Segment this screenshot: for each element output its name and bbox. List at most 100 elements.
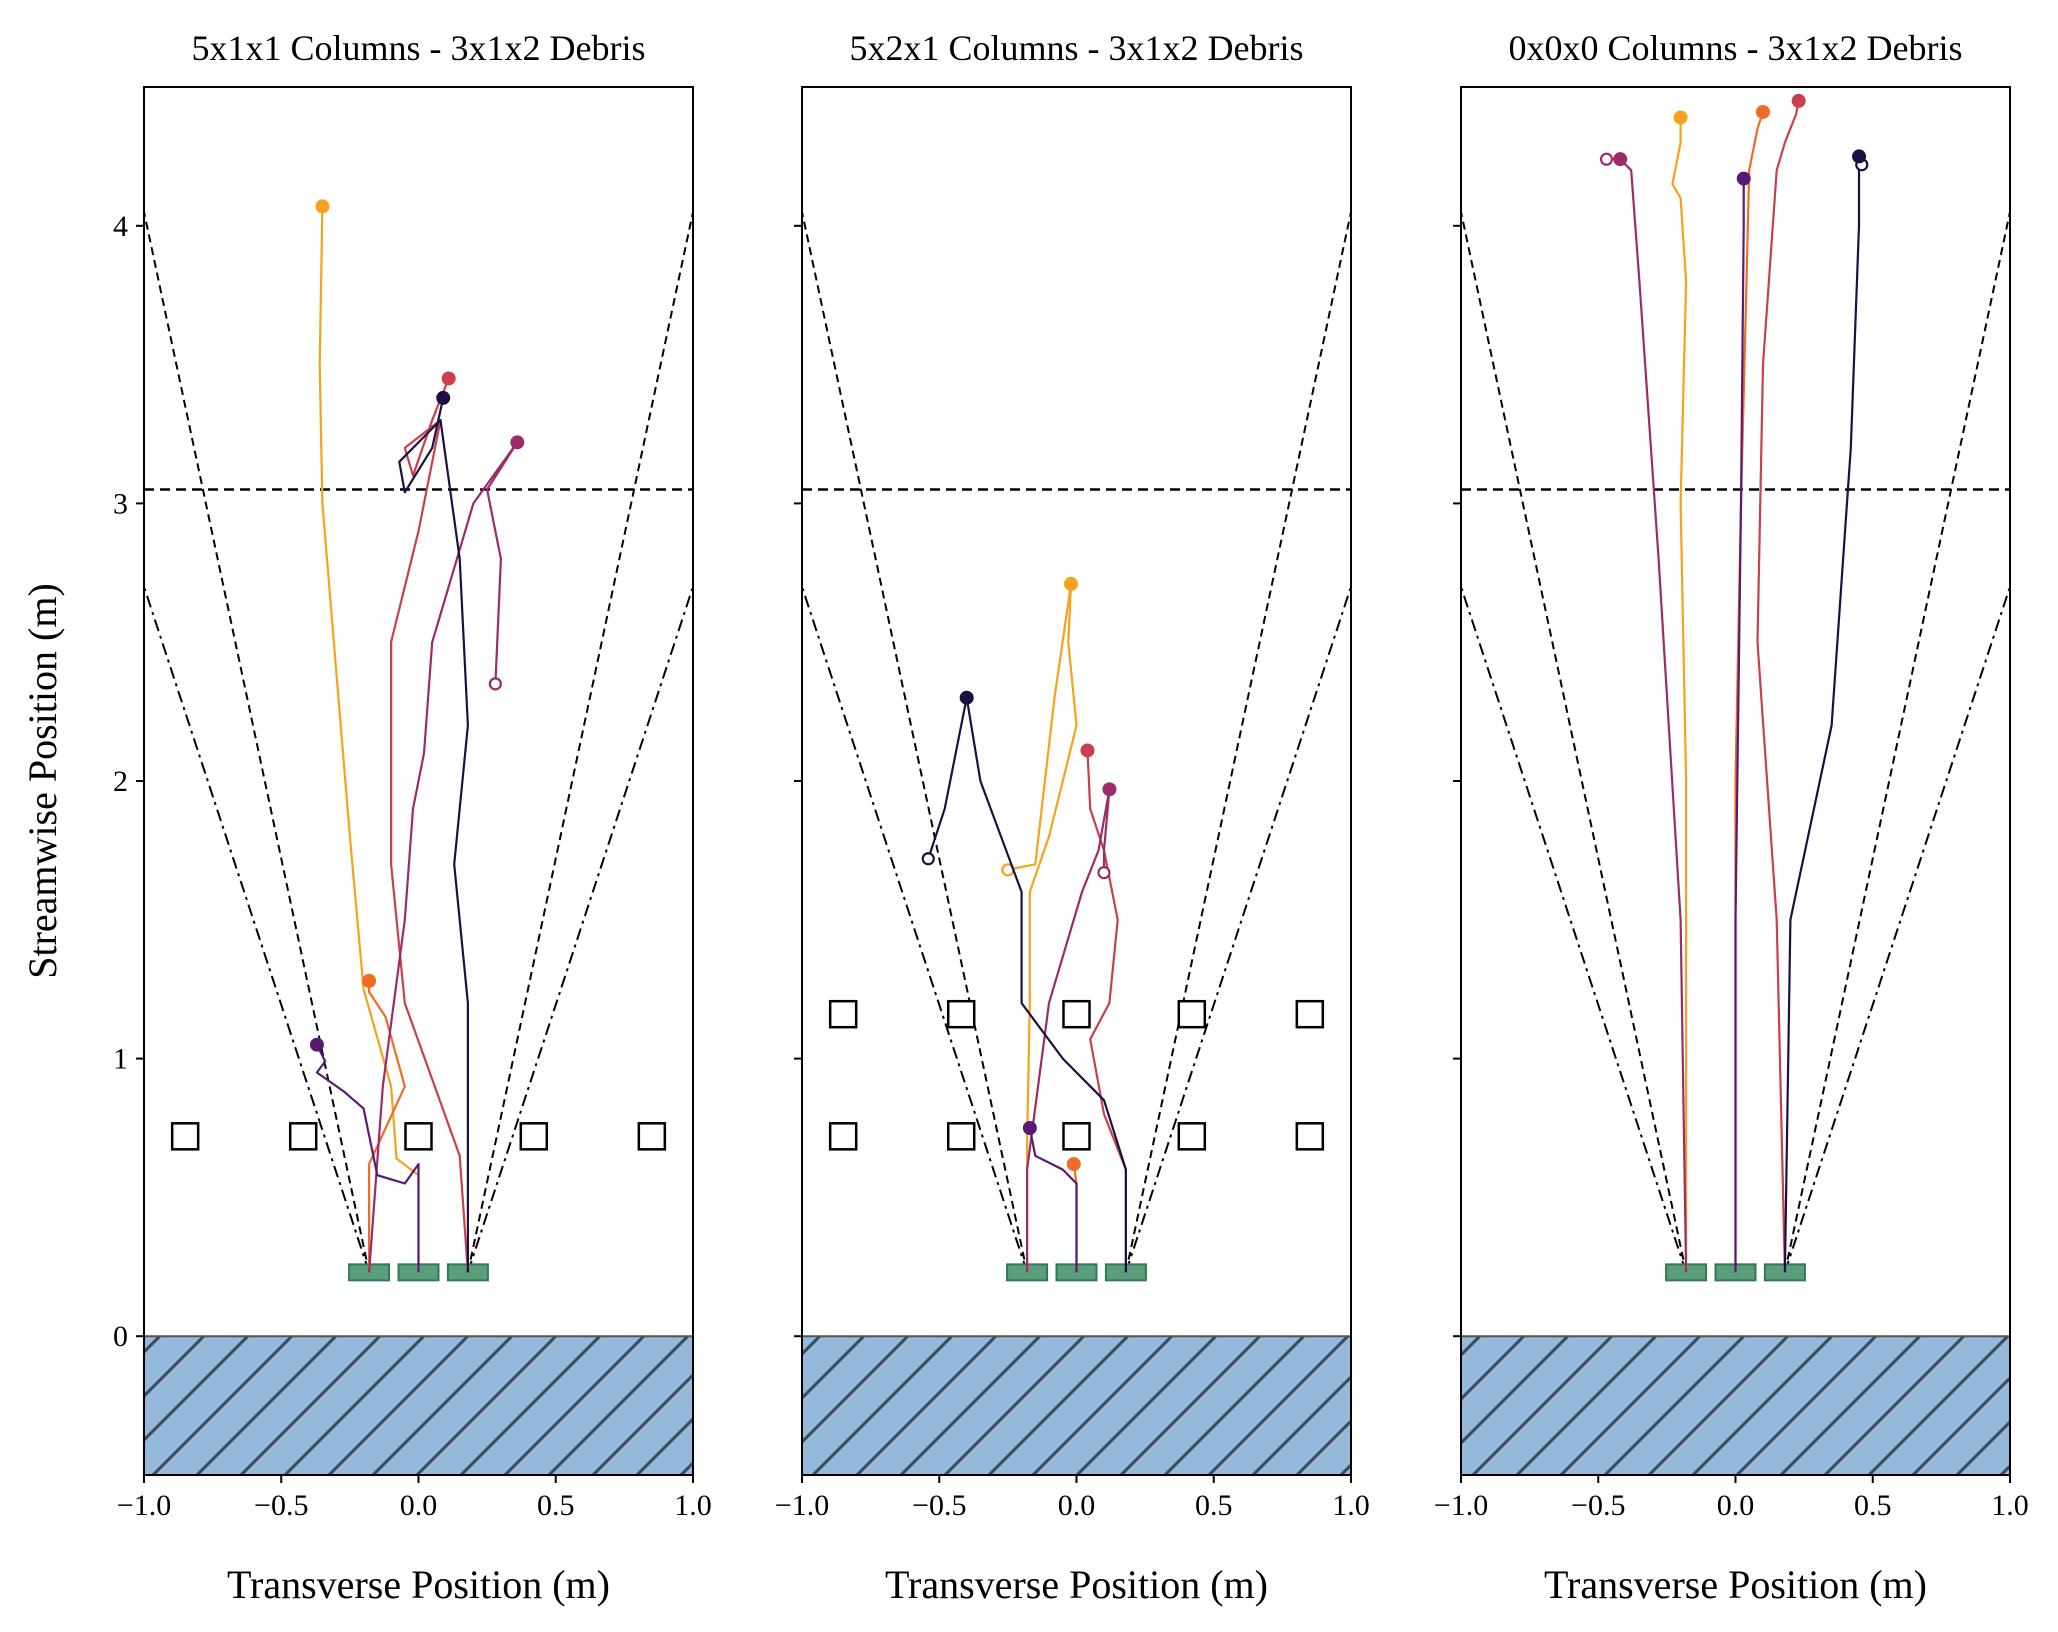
trajectory-peak-marker — [1064, 576, 1079, 591]
y-tick-label: 0 — [113, 1320, 128, 1353]
y-tick-label: 3 — [113, 487, 128, 520]
trajectory-end-marker — [1599, 152, 1614, 166]
trajectory-peak-marker — [315, 199, 330, 214]
hatched-wall-region — [1461, 1336, 2010, 1475]
trajectory-line — [1606, 158, 1688, 1273]
chart-title: 5x2x1 Columns - 3x1x2 Debris — [850, 28, 1304, 68]
x-tick-label: 0.5 — [1195, 1489, 1233, 1522]
trajectory-peak-marker — [1022, 1121, 1037, 1135]
column-marker — [946, 1122, 976, 1151]
trajectory-peak-marker — [510, 435, 525, 450]
chart-panel-3: −1.0 −0.5 0.0 0.5 1.0 0x0x0 Columns - 3x1x2 D… — [1434, 28, 2029, 1607]
x-axis-label: Transverse Position (m) — [227, 1562, 610, 1607]
cone-line-dashdot-right — [466, 586, 693, 1273]
x-axis-label: Transverse Position (m) — [885, 1562, 1268, 1607]
column-marker — [946, 999, 976, 1029]
x-tick-label: 0.0 — [1717, 1489, 1755, 1522]
x-tick-label: 0.5 — [1854, 1489, 1892, 1522]
x-tick-label: −0.5 — [1571, 1489, 1625, 1522]
chart-panel-1: −1.0 −0.5 0.0 0.5 1.0 0 1 2 3 4 5x1x1 Columns - 3x… — [20, 28, 712, 1607]
y-tick-label: 1 — [113, 1043, 128, 1076]
cone-line-dashed-left — [802, 211, 1029, 1273]
trajectory-line — [1756, 100, 1800, 1273]
cone-line-dashdot-right — [1783, 586, 2010, 1273]
column-marker — [1295, 1122, 1325, 1151]
plot-area — [1461, 93, 2010, 1475]
x-tick-label: −1.0 — [775, 1489, 829, 1522]
panels: −1.0 −0.5 0.0 0.5 1.0 0 1 2 3 4 5x1x1 Columns - 3x… — [20, 28, 2029, 1607]
trajectory-peak-marker — [1613, 152, 1628, 167]
cone-line-dashed-right — [1124, 211, 1351, 1273]
trajectory-line — [398, 397, 469, 1273]
trajectory-line — [315, 1044, 420, 1273]
x-tick-label: −1.0 — [1434, 1489, 1488, 1522]
x-tick-label: −1.0 — [117, 1489, 171, 1522]
y-axis-label: Streamwise Position (m) — [20, 583, 65, 979]
hatched-wall-region — [802, 1336, 1351, 1475]
trajectory-peak-marker — [1852, 149, 1867, 164]
x-tick-label: 1.0 — [1991, 1489, 2029, 1522]
trajectory-end-marker — [921, 852, 935, 866]
column-marker — [404, 1122, 433, 1151]
cone-line-dashed-left — [1461, 211, 1688, 1273]
trajectory-end-marker — [488, 677, 502, 691]
plot-area — [802, 211, 1351, 1475]
x-tick-label: 0.5 — [537, 1489, 575, 1522]
column-marker — [170, 1122, 200, 1151]
trajectory-line — [390, 378, 469, 1273]
trajectory-line — [927, 696, 1128, 1273]
trajectory-end-marker — [1097, 866, 1111, 880]
trajectory-peak-marker — [1673, 110, 1688, 125]
trajectory-line — [1086, 750, 1128, 1273]
trajectory-peak-marker — [441, 371, 456, 386]
trajectory-peak-marker — [1080, 743, 1095, 758]
column-marker — [1295, 999, 1325, 1029]
trajectory-peak-marker — [1791, 93, 1806, 108]
trajectory-line — [1007, 582, 1078, 1273]
trajectory-peak-marker — [436, 390, 451, 405]
chart-panel-2: −1.0 −0.5 0.0 0.5 1.0 5x2x1 Columns - 3x1x2 D… — [775, 28, 1370, 1607]
trajectory-line — [368, 441, 519, 1273]
cone-line-dashed-right — [1783, 211, 2010, 1273]
cone-line-dashed-left — [144, 211, 371, 1273]
cone-line-dashed-right — [466, 211, 693, 1273]
trajectory-peak-marker — [1736, 171, 1751, 186]
column-marker — [1177, 999, 1207, 1029]
chart-title: 0x0x0 Columns - 3x1x2 Debris — [1509, 28, 1963, 68]
column-marker — [637, 1122, 667, 1151]
trajectory-peak-marker — [1755, 104, 1770, 119]
plot-area — [144, 199, 693, 1475]
y-tick-label: 2 — [113, 765, 128, 798]
x-tick-label: 1.0 — [674, 1489, 712, 1522]
trajectory-peak-marker — [1102, 782, 1117, 797]
trajectory-peak-marker — [1066, 1157, 1081, 1172]
column-marker — [828, 999, 858, 1029]
trajectory-line — [318, 206, 420, 1273]
trajectory-line — [1671, 117, 1688, 1273]
trajectory-line — [1783, 155, 1863, 1273]
column-marker — [519, 1122, 549, 1151]
cone-line-dashdot-left — [144, 586, 371, 1273]
x-tick-label: 0.0 — [1058, 1489, 1096, 1522]
x-tick-label: −0.5 — [254, 1489, 308, 1522]
x-tick-label: −0.5 — [912, 1489, 966, 1522]
trajectory-line — [1025, 788, 1111, 1273]
column-marker — [288, 1122, 318, 1151]
trajectory-peak-marker — [959, 690, 974, 705]
hatched-wall-region — [144, 1336, 693, 1475]
cone-line-dashdot-right — [1124, 586, 1351, 1273]
x-axis-label: Transverse Position (m) — [1544, 1562, 1927, 1607]
column-marker — [1062, 1122, 1091, 1151]
trajectory-line — [1734, 111, 1765, 1273]
trajectory-line — [1028, 1127, 1078, 1273]
trajectory-line — [368, 980, 406, 1273]
column-marker — [1177, 1122, 1207, 1151]
y-tick-label: 4 — [113, 210, 128, 243]
column-marker — [1062, 999, 1091, 1029]
x-tick-label: 0.0 — [400, 1489, 438, 1522]
x-tick-label: 1.0 — [1332, 1489, 1370, 1522]
chart-title: 5x1x1 Columns - 3x1x2 Debris — [192, 28, 646, 68]
cone-line-dashdot-left — [802, 586, 1029, 1273]
trajectory-line — [1734, 178, 1745, 1273]
